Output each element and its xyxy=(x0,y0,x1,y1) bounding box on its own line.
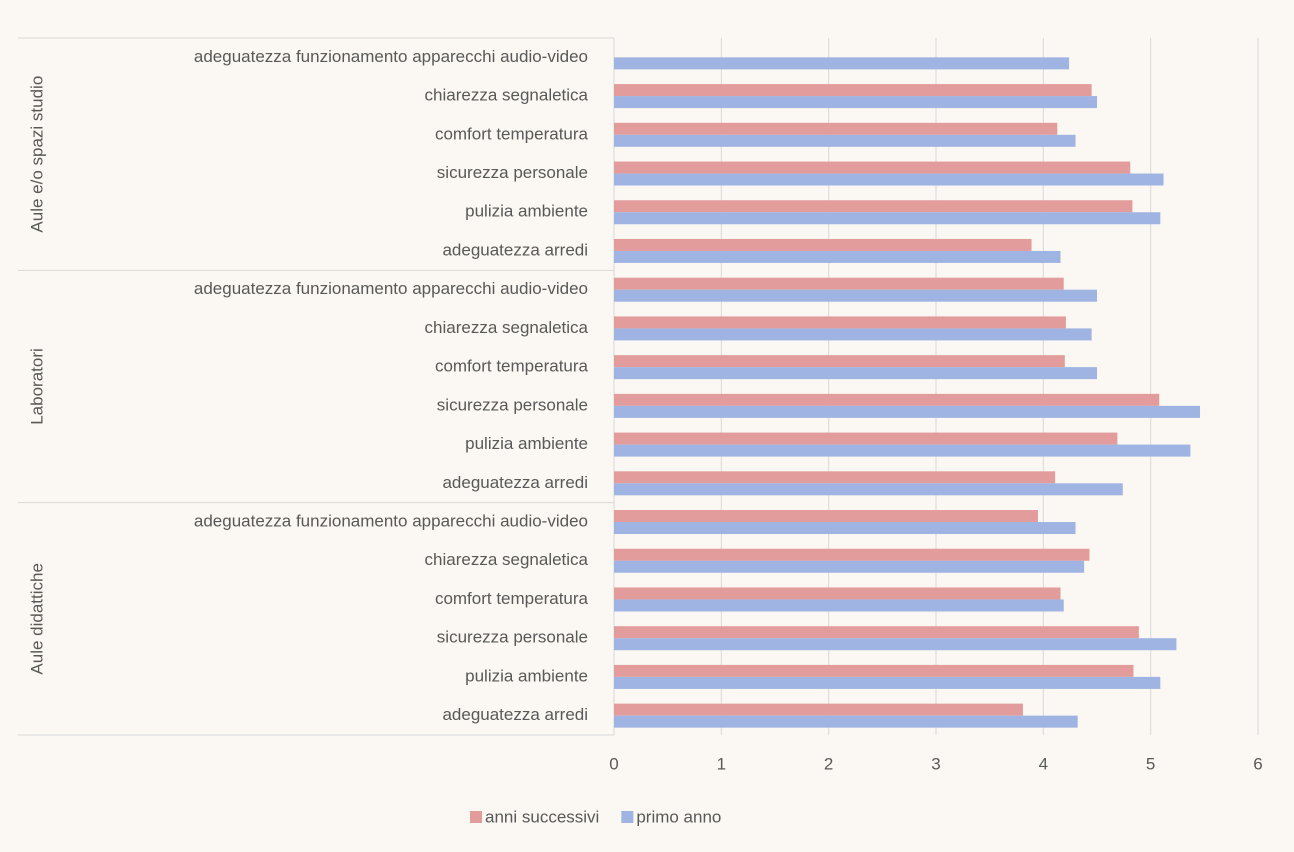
y-tick-label: chiarezza segnaletica xyxy=(425,550,589,569)
bar xyxy=(614,599,1064,611)
y-tick-label: adeguatezza arredi xyxy=(442,473,588,492)
page: 0 1 2 3 4 5 6 adeguatezza funzionamento apparec… xyxy=(0,0,1294,852)
y-tick-label: chiarezza segnaletica xyxy=(425,318,589,337)
bar xyxy=(614,96,1097,108)
y-tick-label: adeguatezza arredi xyxy=(442,705,588,724)
bar xyxy=(614,84,1092,96)
bar xyxy=(614,522,1076,534)
y-tick-label: comfort temperatura xyxy=(435,357,589,376)
y-tick-label: adeguatezza funzionamento apparecchi aud… xyxy=(194,47,588,66)
bar xyxy=(614,355,1065,367)
y-tick-label: comfort temperatura xyxy=(435,124,589,143)
bar xyxy=(614,626,1139,638)
bar xyxy=(614,561,1084,573)
bar xyxy=(614,445,1190,457)
x-tick-label: 3 xyxy=(931,754,940,773)
bar xyxy=(614,57,1069,69)
group-label: Laboratori xyxy=(27,348,46,425)
bar xyxy=(614,367,1097,379)
chart: 0 1 2 3 4 5 6 adeguatezza funzionamento apparec… xyxy=(0,0,1294,852)
group-label: Aule didattiche xyxy=(27,563,46,675)
bar xyxy=(614,328,1092,340)
group-label: Aule e/o spazi studio xyxy=(27,76,46,233)
bar xyxy=(614,251,1061,263)
y-tick-label: sicurezza personale xyxy=(437,395,588,414)
y-tick-label: pulizia ambiente xyxy=(465,666,588,685)
x-tick-label: 4 xyxy=(1039,754,1048,773)
bar xyxy=(614,483,1123,495)
y-tick-label: pulizia ambiente xyxy=(465,202,588,221)
bar xyxy=(614,174,1164,186)
x-tick-label: 2 xyxy=(824,754,833,773)
y-tick-label: sicurezza personale xyxy=(437,163,588,182)
bar xyxy=(614,212,1160,224)
x-tick-label: 1 xyxy=(717,754,726,773)
bar xyxy=(614,549,1089,561)
y-tick-label: adeguatezza arredi xyxy=(442,240,588,259)
x-tick-label: 5 xyxy=(1146,754,1155,773)
legend-label: primo anno xyxy=(636,807,721,826)
bar xyxy=(614,200,1132,212)
bar xyxy=(614,471,1055,483)
bar xyxy=(614,316,1066,328)
bar xyxy=(614,278,1064,290)
y-tick-label: chiarezza segnaletica xyxy=(425,86,589,105)
x-tick-label: 6 xyxy=(1253,754,1262,773)
y-tick-label: comfort temperatura xyxy=(435,589,589,608)
bar xyxy=(614,587,1061,599)
legend-label: anni successivi xyxy=(485,807,599,826)
bar xyxy=(614,123,1057,135)
bar xyxy=(614,677,1160,689)
bar xyxy=(614,433,1117,445)
bar xyxy=(614,239,1032,251)
bar xyxy=(614,290,1097,302)
legend-swatch xyxy=(621,811,633,823)
y-tick-label: sicurezza personale xyxy=(437,628,588,647)
bar xyxy=(614,716,1078,728)
y-tick-label: adeguatezza funzionamento apparecchi aud… xyxy=(194,279,588,298)
x-tick-label: 0 xyxy=(609,754,618,773)
bar xyxy=(614,135,1076,147)
bar xyxy=(614,394,1159,406)
bar xyxy=(614,510,1038,522)
y-tick-label: pulizia ambiente xyxy=(465,434,588,453)
legend-swatch xyxy=(470,811,482,823)
bar xyxy=(614,665,1133,677)
bar xyxy=(614,406,1200,418)
bar xyxy=(614,162,1130,174)
bar xyxy=(614,704,1023,716)
y-tick-label: adeguatezza funzionamento apparecchi aud… xyxy=(194,512,588,531)
bar xyxy=(614,638,1176,650)
